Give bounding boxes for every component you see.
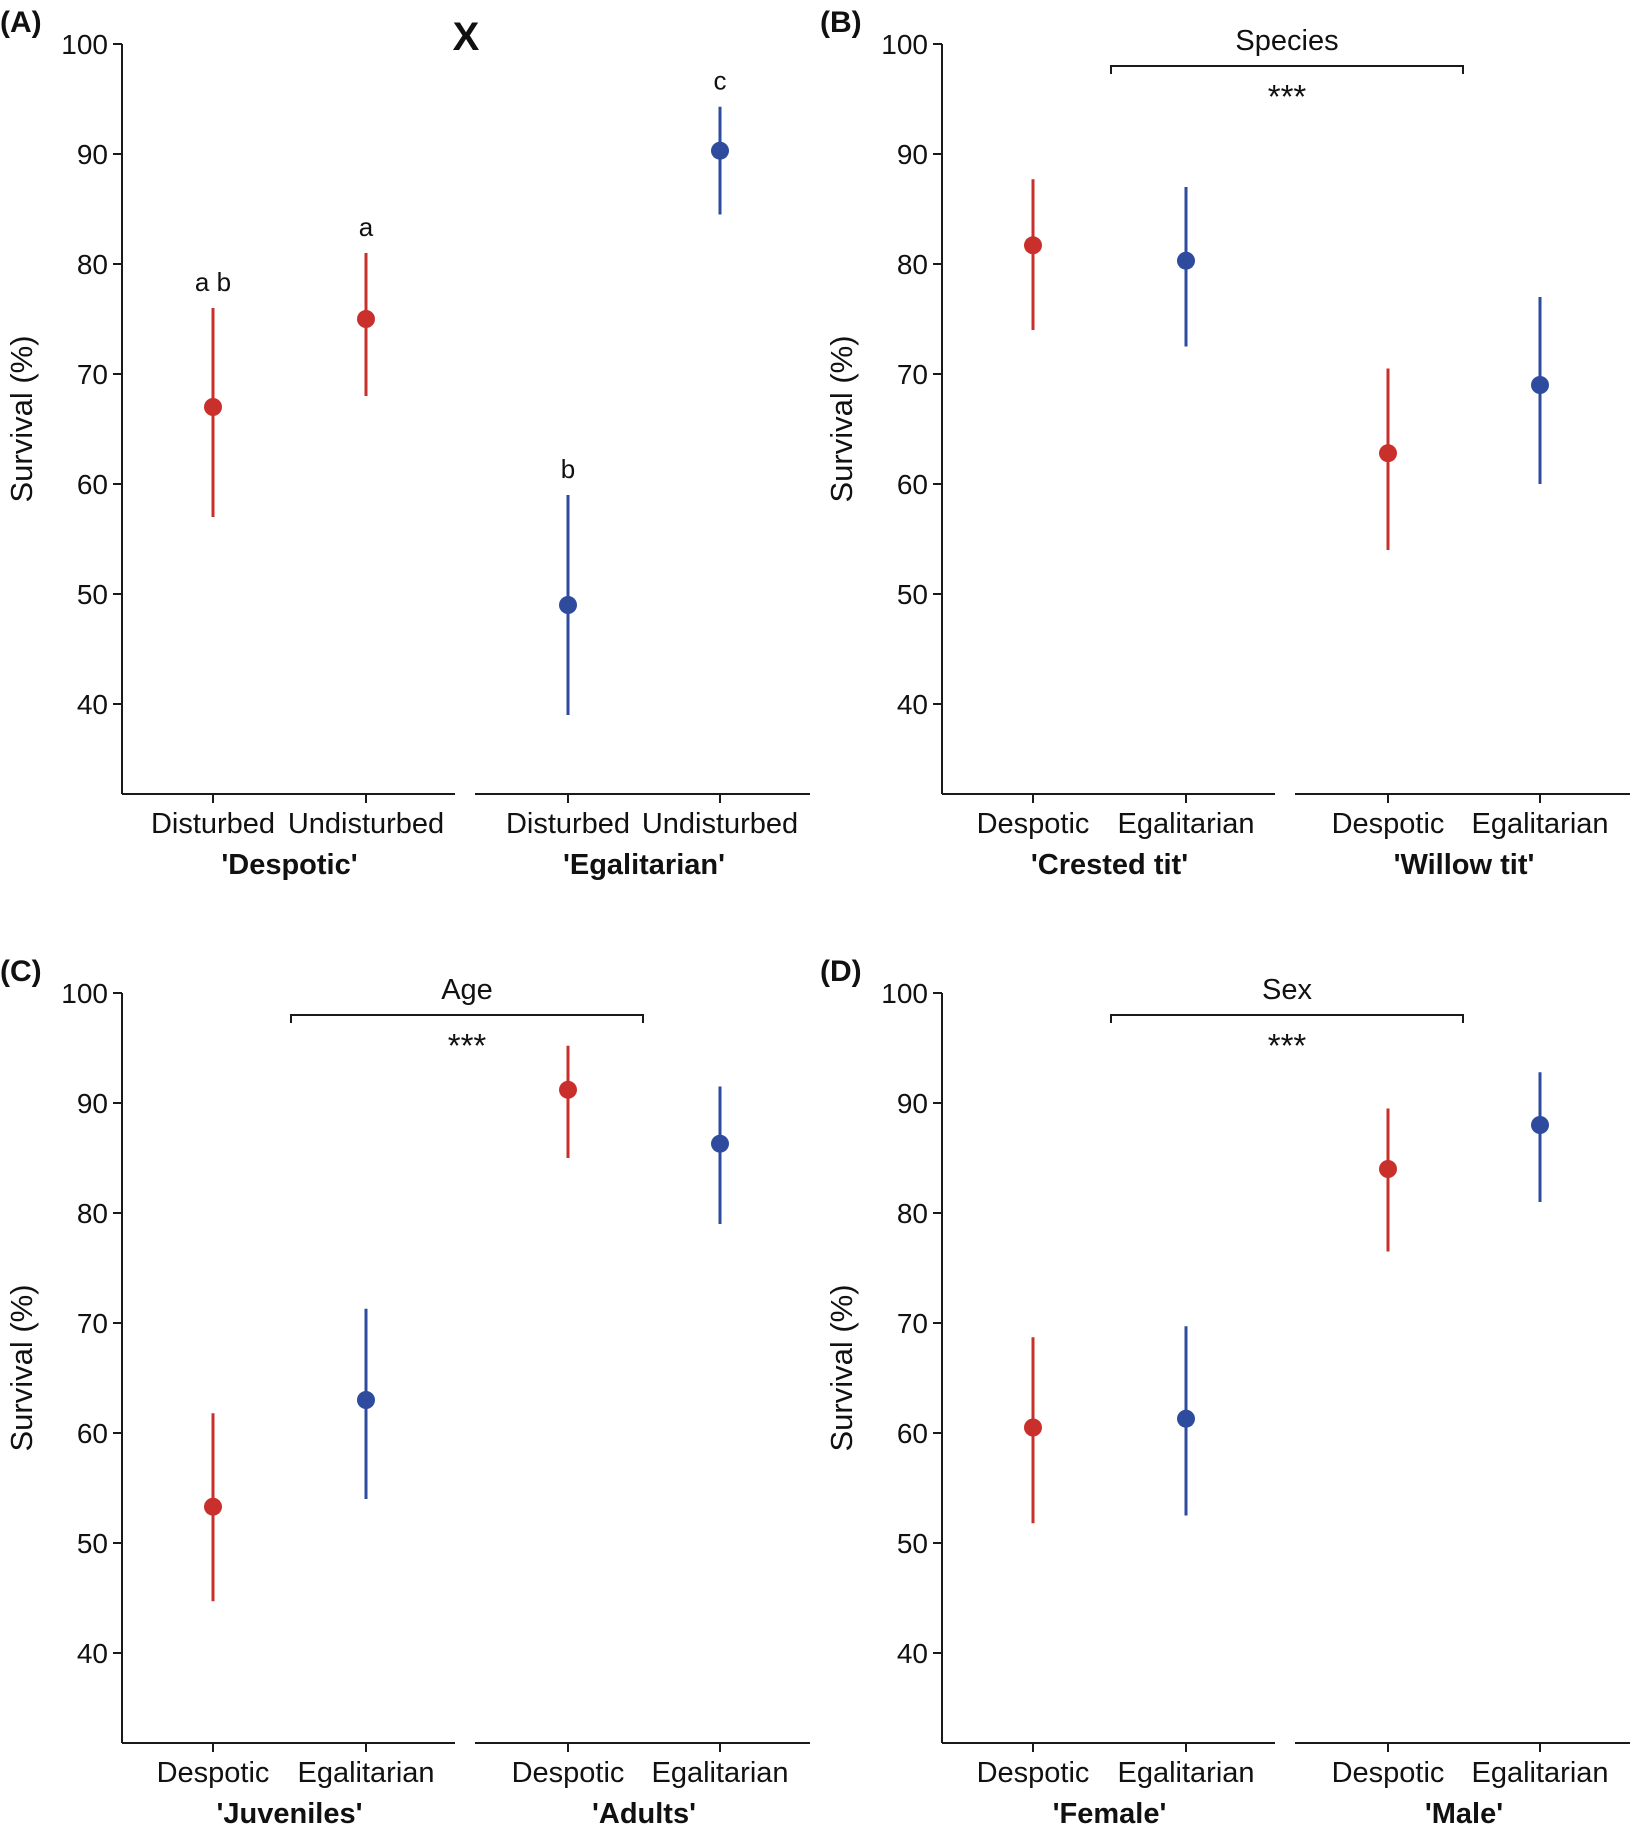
y-tick-label: 50	[77, 1528, 108, 1559]
y-tick-label: 70	[77, 1308, 108, 1339]
y-tick-label: 90	[77, 139, 108, 170]
data-point	[1531, 376, 1549, 394]
bracket-title: Species	[1235, 25, 1338, 57]
y-tick-label: 50	[897, 1528, 928, 1559]
significance-stars: ***	[1268, 78, 1307, 115]
y-tick-label: 80	[77, 1198, 108, 1229]
y-axis-title: Survival (%)	[824, 335, 859, 502]
x-category-label: Disturbed	[151, 808, 275, 840]
significance-letter: c	[714, 66, 727, 96]
y-tick-label: 70	[897, 1308, 928, 1339]
x-category-label: Undisturbed	[288, 808, 444, 840]
panel-letter: (A)	[0, 6, 42, 39]
data-point	[711, 141, 729, 160]
significance-letter: a b	[195, 267, 231, 297]
y-tick-label: 90	[77, 1088, 108, 1119]
y-tick-label: 70	[77, 359, 108, 390]
panel-3: (D) 40 50 60 70 80 90 100 Survival (%) Despotic Eg…	[820, 955, 1630, 1830]
bracket-title: Age	[441, 974, 493, 1006]
data-point	[1024, 236, 1042, 255]
data-point	[1379, 1160, 1397, 1178]
y-tick-label: 80	[77, 249, 108, 280]
panel-letter: (D)	[820, 955, 862, 988]
data-point	[357, 1391, 375, 1409]
y-tick-label: 90	[897, 139, 928, 170]
panel-1: (B) 40 50 60 70 80 90 100 Survival (%) Despotic Eg…	[820, 6, 1630, 881]
x-group-label: 'Egalitarian'	[563, 849, 725, 881]
x-category-label: Egalitarian	[297, 1757, 434, 1789]
x-category-label: Despotic	[977, 1757, 1090, 1789]
x-group-label: 'Despotic'	[221, 849, 357, 881]
significance-letter: b	[561, 454, 575, 484]
y-tick-label: 40	[77, 1638, 108, 1669]
x-category-label: Egalitarian	[1471, 1757, 1608, 1789]
y-tick-label: 50	[77, 579, 108, 610]
x-category-label: Egalitarian	[1471, 808, 1608, 840]
y-tick-label: 80	[897, 249, 928, 280]
x-group-label: 'Adults'	[592, 1798, 696, 1830]
x-category-label: Undisturbed	[642, 808, 798, 840]
bracket-title: Sex	[1262, 974, 1312, 1006]
y-tick-label: 40	[77, 689, 108, 720]
x-category-label: Egalitarian	[1117, 808, 1254, 840]
data-point	[711, 1134, 729, 1153]
data-point	[559, 596, 577, 614]
x-category-label: Despotic	[157, 1757, 270, 1789]
x-category-label: Despotic	[512, 1757, 625, 1789]
y-axis-title: Survival (%)	[4, 335, 39, 502]
y-tick-label: 100	[881, 978, 928, 1009]
x-category-label: Egalitarian	[1117, 1757, 1254, 1789]
y-tick-label: 100	[61, 29, 108, 60]
significance-stars: ***	[1268, 1027, 1307, 1064]
panel-2: (C) 40 50 60 70 80 90 100 Survival (%) Despotic Eg…	[0, 955, 810, 1830]
x-group-label: 'Juveniles'	[217, 1798, 363, 1830]
y-tick-label: 40	[897, 1638, 928, 1669]
data-point	[1177, 1409, 1195, 1428]
x-category-label: Despotic	[977, 808, 1090, 840]
x-group-label: 'Crested tit'	[1031, 849, 1188, 881]
y-axis-title: Survival (%)	[824, 1284, 859, 1451]
data-point	[357, 310, 375, 328]
y-tick-label: 100	[881, 29, 928, 60]
y-tick-label: 40	[897, 689, 928, 720]
x-category-label: Despotic	[1332, 808, 1445, 840]
panel-letter: (C)	[0, 955, 42, 988]
data-point	[559, 1080, 577, 1099]
y-tick-label: 50	[897, 579, 928, 610]
data-point	[1177, 251, 1195, 270]
significance-bracket	[290, 1014, 644, 1023]
x-category-label: Despotic	[1332, 1757, 1445, 1789]
panel-letter: (B)	[820, 6, 862, 39]
x-group-label: 'Male'	[1425, 1798, 1503, 1830]
y-tick-label: 80	[897, 1198, 928, 1229]
y-tick-label: 60	[897, 469, 928, 500]
data-point	[1531, 1116, 1549, 1134]
y-tick-label: 60	[897, 1418, 928, 1449]
y-axis-title: Survival (%)	[4, 1284, 39, 1451]
x-category-label: Disturbed	[506, 808, 630, 840]
x-category-label: Egalitarian	[651, 1757, 788, 1789]
y-tick-label: 60	[77, 469, 108, 500]
significance-bracket	[1110, 65, 1464, 74]
significance-stars: ***	[448, 1027, 487, 1064]
figure-x-mark: X	[453, 15, 480, 59]
significance-bracket	[1110, 1014, 1464, 1023]
panel-0: (A) 40 50 60 70 80 90 100 Survival (%) Disturbed U…	[0, 6, 810, 881]
x-group-label: 'Willow tit'	[1394, 849, 1535, 881]
x-group-label: 'Female'	[1053, 1798, 1167, 1830]
y-tick-label: 60	[77, 1418, 108, 1449]
data-point	[1379, 444, 1397, 463]
data-point	[204, 1497, 222, 1516]
y-tick-label: 100	[61, 978, 108, 1009]
data-point	[1024, 1418, 1042, 1437]
y-tick-label: 70	[897, 359, 928, 390]
y-tick-label: 90	[897, 1088, 928, 1119]
data-point	[204, 398, 222, 416]
significance-letter: a	[359, 212, 374, 242]
